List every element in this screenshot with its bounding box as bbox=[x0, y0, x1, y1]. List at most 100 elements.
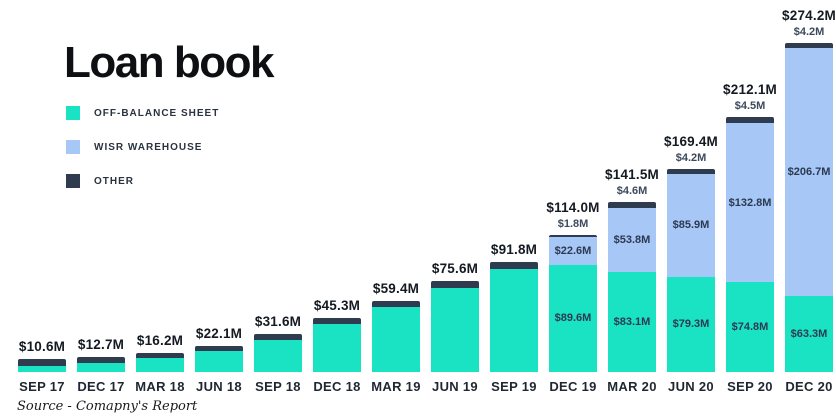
bar-total-label: $141.5M bbox=[605, 167, 659, 183]
bar-column: $114.0M $1.8M $22.6M $89.6M DEC 19 bbox=[546, 200, 600, 417]
category-zone: DEC 18 bbox=[313, 372, 360, 417]
bar-column: $141.5M $4.6M $53.8M $83.1M MAR 20 bbox=[605, 167, 659, 417]
bar-category-label: JUN 19 bbox=[432, 379, 478, 394]
segment-value-label: $206.7M bbox=[787, 166, 831, 178]
bar-other-label: $4.2M bbox=[793, 26, 825, 38]
category-zone: DEC 20 bbox=[785, 372, 832, 417]
segment-other bbox=[431, 281, 479, 288]
legend-label: OFF-BALANCE SHEET bbox=[94, 107, 220, 119]
segment-other bbox=[195, 345, 243, 352]
bar-column: $212.1M $4.5M $132.8M $74.8M SEP 20 bbox=[723, 82, 777, 417]
bar-column: $169.4M $4.2M $85.9M $79.3M JUN 20 bbox=[664, 134, 718, 417]
bar-column: $12.7M DEC 17 bbox=[77, 337, 125, 417]
segment-warehouse: $206.7M bbox=[785, 48, 833, 296]
bar-category-label: MAR 20 bbox=[607, 379, 657, 394]
bar-column: $31.6M SEP 18 bbox=[254, 314, 302, 417]
segment-other bbox=[726, 117, 774, 123]
legend: OFF-BALANCE SHEET WISR WAREHOUSE OTHER bbox=[66, 106, 219, 188]
segment-value-label: $89.6M bbox=[554, 312, 592, 325]
segment-off-balance bbox=[254, 339, 302, 372]
segment-warehouse: $85.9M bbox=[667, 173, 715, 277]
segment-off-balance: $74.8M bbox=[726, 282, 774, 372]
bar-category-label: DEC 20 bbox=[785, 379, 833, 394]
stacked-bar bbox=[490, 261, 538, 372]
bar-other-label: $4.5M bbox=[734, 100, 766, 113]
segment-off-balance bbox=[313, 323, 361, 372]
bar-total-label: $114.0M bbox=[546, 200, 600, 216]
off-balance-swatch-icon bbox=[66, 106, 80, 120]
bar-category-label: DEC 17 bbox=[77, 379, 125, 394]
bars-row: $10.6M SEP 17 $12.7M DEC 17 $16.2M MAR 18 $22.… bbox=[18, 8, 836, 417]
category-zone: SEP 19 bbox=[491, 372, 537, 417]
segment-other bbox=[490, 261, 538, 269]
legend-item-other: OTHER bbox=[66, 174, 219, 188]
segment-value-label: $63.3M bbox=[790, 328, 828, 340]
bar-column: $91.8M SEP 19 bbox=[490, 242, 538, 417]
segment-off-balance: $63.3M bbox=[785, 296, 833, 372]
bar-category-label: SEP 20 bbox=[727, 379, 773, 394]
segment-warehouse: $53.8M bbox=[608, 207, 656, 273]
stacked-bar bbox=[372, 300, 420, 372]
bar-category-label: MAR 18 bbox=[135, 379, 185, 394]
bar-category-label: MAR 19 bbox=[371, 379, 421, 394]
bar-column: $274.2M $4.2M $206.7M $63.3M DEC 20 bbox=[782, 8, 836, 417]
legend-label: WISR WAREHOUSE bbox=[94, 141, 203, 153]
category-zone: JUN 18 bbox=[196, 372, 242, 417]
segment-off-balance: $79.3M bbox=[667, 276, 715, 372]
legend-label: OTHER bbox=[94, 175, 134, 187]
bar-other-label: $1.8M bbox=[557, 218, 589, 231]
bar-total-label: $10.6M bbox=[18, 339, 66, 355]
segment-other bbox=[608, 202, 656, 208]
bar-total-label: $45.3M bbox=[313, 297, 361, 313]
bar-column: $10.6M SEP 17 bbox=[18, 339, 66, 417]
segment-off-balance: $83.1M bbox=[608, 272, 656, 372]
source-note: Source - Comapny's Report bbox=[17, 399, 198, 414]
bar-other-label: $4.2M bbox=[675, 151, 707, 164]
segment-other bbox=[785, 43, 833, 48]
stacked-bar: $206.7M $63.3M bbox=[785, 43, 833, 372]
segment-other bbox=[254, 334, 302, 340]
bar-total-label: $22.1M bbox=[195, 325, 243, 341]
segment-value-label: $22.6M bbox=[554, 244, 592, 257]
category-zone: SEP 20 bbox=[727, 372, 773, 417]
bar-column: $22.1M JUN 18 bbox=[195, 326, 243, 417]
bar-column: $45.3M DEC 18 bbox=[313, 298, 361, 417]
bar-category-label: JUN 20 bbox=[668, 379, 714, 394]
segment-off-balance bbox=[372, 307, 420, 372]
stacked-bar bbox=[431, 281, 479, 372]
category-zone: JUN 19 bbox=[432, 372, 478, 417]
segment-warehouse: $22.6M bbox=[549, 237, 597, 265]
other-swatch-icon bbox=[66, 174, 80, 188]
bar-category-label: DEC 19 bbox=[549, 379, 597, 394]
bar-category-label: JUN 18 bbox=[196, 379, 242, 394]
stacked-bar: $85.9M $79.3M bbox=[667, 168, 715, 372]
bar-category-label: DEC 18 bbox=[313, 379, 361, 394]
segment-value-label: $132.8M bbox=[728, 196, 772, 209]
segment-value-label: $83.1M bbox=[613, 316, 651, 329]
category-zone: MAR 20 bbox=[607, 372, 656, 417]
segment-off-balance: $89.6M bbox=[549, 264, 597, 372]
bar-total-label: $75.6M bbox=[431, 261, 479, 277]
category-zone: SEP 18 bbox=[255, 372, 301, 417]
segment-other bbox=[372, 300, 420, 308]
category-zone: SEP 17 bbox=[19, 372, 65, 417]
stacked-bar bbox=[195, 345, 243, 372]
category-zone: DEC 19 bbox=[549, 372, 596, 417]
bar-total-label: $12.7M bbox=[77, 336, 125, 352]
stacked-bar: $22.6M $89.6M bbox=[549, 235, 597, 372]
segment-warehouse: $132.8M bbox=[726, 122, 774, 283]
segment-off-balance bbox=[490, 268, 538, 372]
segment-off-balance bbox=[77, 362, 125, 372]
bar-column: $75.6M JUN 19 bbox=[431, 261, 479, 417]
segment-off-balance bbox=[136, 358, 184, 372]
legend-item-warehouse: WISR WAREHOUSE bbox=[66, 140, 219, 154]
stacked-bar: $53.8M $83.1M bbox=[608, 202, 656, 372]
segment-off-balance bbox=[431, 288, 479, 372]
bar-total-label: $91.8M bbox=[490, 241, 538, 257]
segment-value-label: $53.8M bbox=[613, 234, 651, 247]
category-zone: DEC 17 bbox=[77, 372, 124, 417]
segment-other bbox=[77, 356, 125, 363]
segment-off-balance bbox=[195, 351, 243, 372]
bar-total-label: $212.1M bbox=[723, 82, 777, 98]
bar-total-label: $59.4M bbox=[372, 280, 420, 296]
